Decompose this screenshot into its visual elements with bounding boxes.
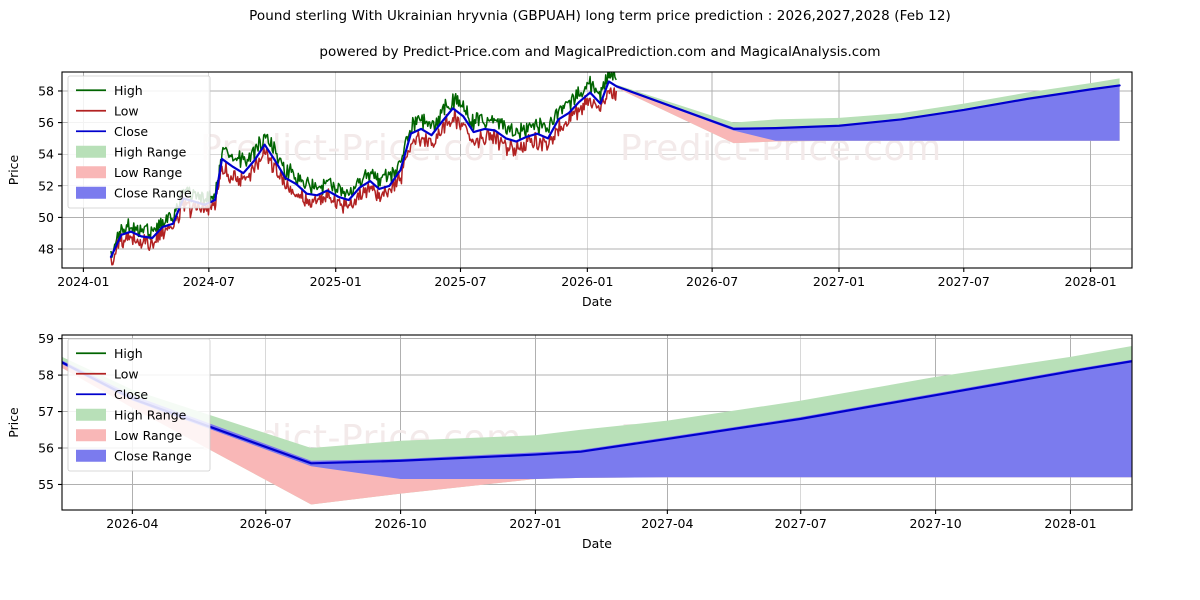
legend-item-label: Close xyxy=(114,124,148,139)
legend-item: Low Range xyxy=(76,428,183,443)
legend-patch-swatch xyxy=(76,449,106,462)
legend-item: Close Range xyxy=(76,185,192,200)
x-axis: 2024-01 2024-07 2025-01 2025-07 2026-01 2026-… xyxy=(57,268,1117,289)
y-axis: 48 50 52 54 56 58 xyxy=(38,83,62,257)
legend-item-label: Low Range xyxy=(114,428,183,443)
legend-item: Close xyxy=(76,124,148,139)
x-tick-label: 2024-07 xyxy=(183,274,235,289)
x-axis-label: Date xyxy=(582,294,612,309)
y-tick-label: 57 xyxy=(38,404,54,419)
legend-item: Low xyxy=(76,366,139,381)
legend-item: High xyxy=(76,346,143,361)
legend-patch-swatch xyxy=(76,166,106,179)
legend-item-label: Close Range xyxy=(114,185,192,200)
y-tick-label: 52 xyxy=(38,178,54,193)
svg-text:Predict-Price.com: Predict-Price.com xyxy=(200,128,522,169)
legend-patch-swatch xyxy=(76,145,106,158)
legend-item: High xyxy=(76,83,143,98)
x-tick-label: 2027-10 xyxy=(909,516,961,531)
plot-frame xyxy=(61,334,1133,511)
legend-item: Low Range xyxy=(76,165,183,180)
legend-item-label: High Range xyxy=(114,144,187,159)
x-tick-label: 2027-01 xyxy=(509,516,561,531)
y-axis-label: Price xyxy=(6,407,21,438)
page-title: Pound sterling With Ukrainian hryvnia (G… xyxy=(249,8,951,24)
x-tick-label: 2026-07 xyxy=(686,274,738,289)
legend-item-label: Close Range xyxy=(114,448,192,463)
x-tick-label: 2025-07 xyxy=(434,274,486,289)
legend-item-label: Low Range xyxy=(114,165,183,180)
legend-item-label: High Range xyxy=(114,407,187,422)
legend-item-label: Low xyxy=(114,366,139,381)
x-tick-label: 2026-01 xyxy=(561,274,613,289)
close-range-band xyxy=(62,359,1132,480)
x-tick-label: 2026-04 xyxy=(106,516,158,531)
x-tick-label: 2025-01 xyxy=(310,274,362,289)
y-tick-label: 56 xyxy=(38,115,54,130)
y-axis: 55 56 57 58 59 xyxy=(38,331,62,492)
x-axis-label: Date xyxy=(582,536,612,551)
chart-legend: High Low Close High Range Low Range Close Ran… xyxy=(67,75,211,209)
legend-item: High Range xyxy=(76,144,187,159)
legend-item-label: High xyxy=(114,83,143,98)
legend-item: High Range xyxy=(76,407,187,422)
y-tick-label: 59 xyxy=(38,331,54,346)
y-tick-label: 58 xyxy=(38,83,54,98)
chart-legend: High Low Close High Range Low Range Close Ran… xyxy=(67,338,211,472)
chart-forecast-detail: Predict-Price.comPredict-Price.com555657… xyxy=(6,331,1133,551)
legend-patch-swatch xyxy=(76,408,106,421)
y-tick-label: 55 xyxy=(38,477,54,492)
y-tick-label: 50 xyxy=(38,210,54,225)
x-tick-label: 2024-01 xyxy=(57,274,109,289)
legend-item: Low xyxy=(76,103,139,118)
svg-text:Predict-Price.com: Predict-Price.com xyxy=(620,268,942,309)
x-tick-label: 2026-10 xyxy=(374,516,426,531)
legend-patch-swatch xyxy=(76,429,106,442)
plot-background xyxy=(62,72,1132,268)
x-tick-label: 2027-04 xyxy=(641,516,693,531)
y-tick-label: 58 xyxy=(38,368,54,383)
y-axis-label: Price xyxy=(6,154,21,185)
x-tick-label: 2027-07 xyxy=(938,274,990,289)
x-tick-label: 2027-07 xyxy=(775,516,827,531)
x-tick-label: 2028-01 xyxy=(1065,274,1117,289)
y-tick-label: 48 xyxy=(38,242,54,257)
legend-item-label: Low xyxy=(114,103,139,118)
close-range-band xyxy=(616,84,1120,141)
legend-item: Close Range xyxy=(76,448,192,463)
y-tick-label: 54 xyxy=(38,147,54,162)
close-line xyxy=(62,360,1132,465)
x-tick-label: 2028-01 xyxy=(1044,516,1096,531)
plot-frame xyxy=(61,71,1133,269)
legend-item-label: High xyxy=(114,346,143,361)
legend-item-label: Close xyxy=(114,387,148,402)
y-tick-label: 56 xyxy=(38,441,54,456)
x-axis: 2026-04 2026-07 2026-10 2027-01 2027-04 2027-… xyxy=(106,510,1097,531)
x-tick-label: 2026-07 xyxy=(240,516,292,531)
x-tick-label: 2027-01 xyxy=(813,274,865,289)
legend-item: Close xyxy=(76,387,148,402)
chart-overview: Predict-Price.com Predict-Price.comPredic… xyxy=(6,71,1133,309)
page-subtitle: powered by Predict-Price.com and Magical… xyxy=(319,44,881,60)
legend-patch-swatch xyxy=(76,186,106,199)
